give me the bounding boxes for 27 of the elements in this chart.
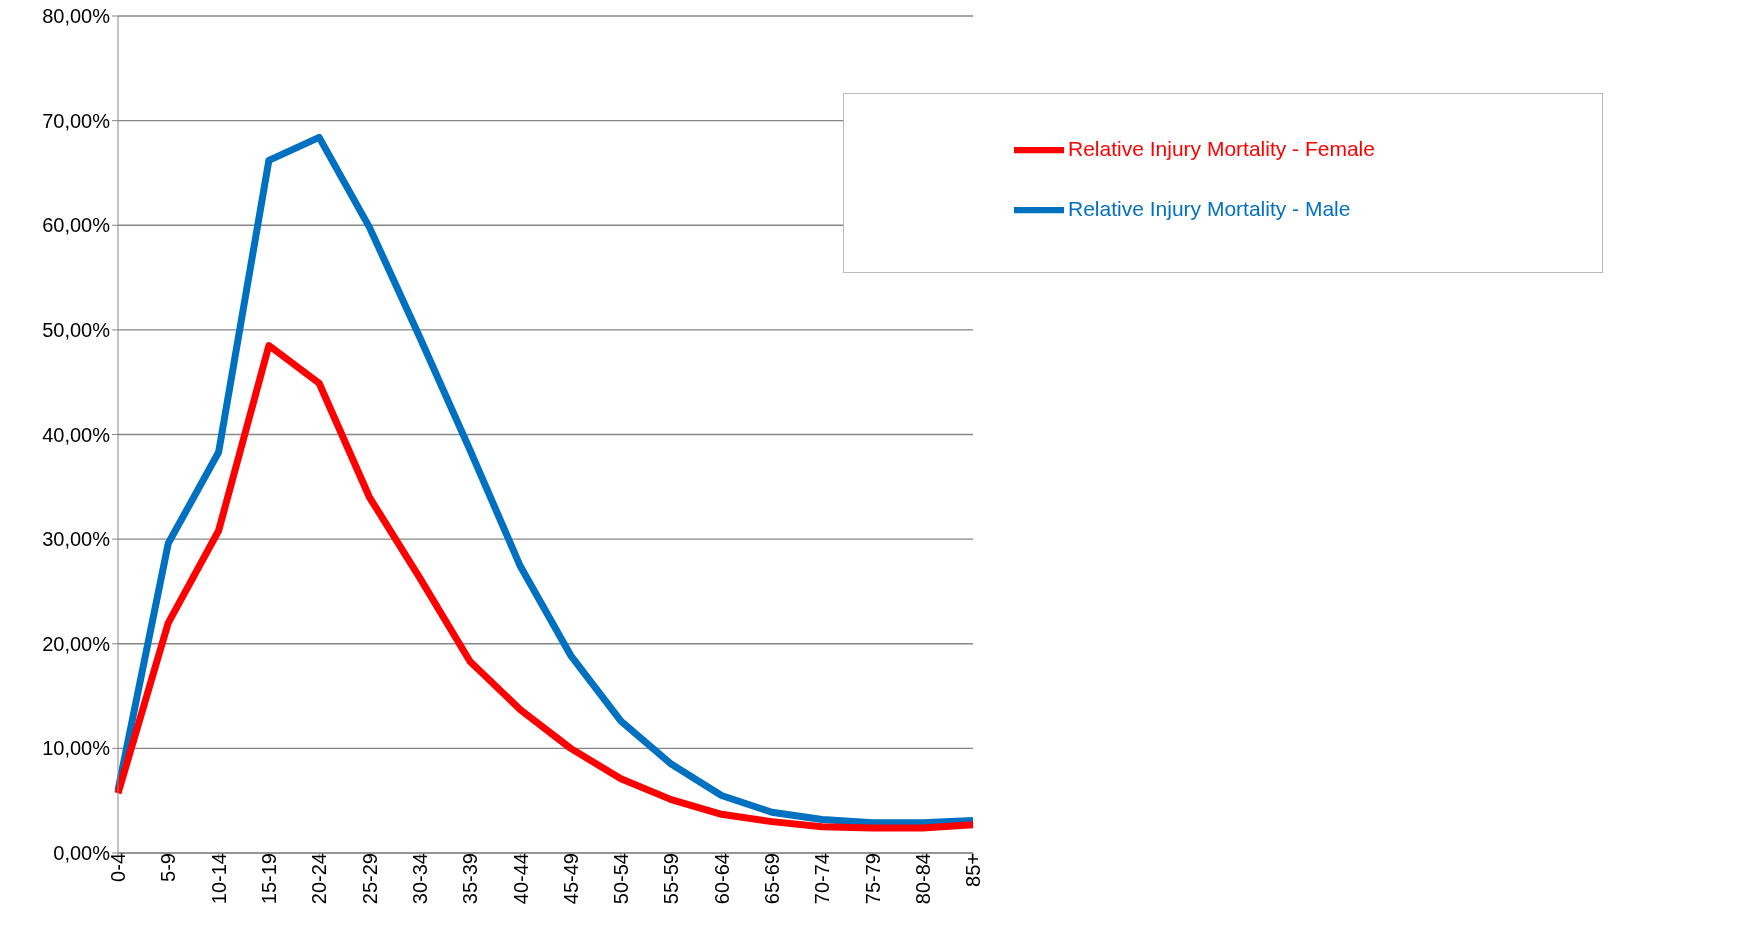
x-tick-label: 65-69 [761,853,784,905]
x-tick-label: 10-14 [207,853,230,905]
x-tick-label: 15-19 [258,853,281,905]
y-tick-label: 80,00% [42,5,111,28]
x-tick-label: 20-24 [308,853,331,905]
x-tick-label: 30-34 [408,853,431,905]
y-tick-label: 10,00% [42,737,111,760]
y-tick-label: 50,00% [42,318,111,341]
x-tick-label: 70-74 [811,853,834,905]
legend-label: Relative Injury Mortality - Male [1068,197,1351,220]
y-tick-label: 40,00% [42,423,111,446]
x-tick-label: 85+ [962,853,985,887]
x-tick-label: 25-29 [358,853,381,905]
y-tick-label: 60,00% [42,214,111,237]
x-tick-label: 60-64 [710,853,733,905]
x-tick-label: 5-9 [157,853,180,882]
y-tick-label: 20,00% [42,632,111,655]
y-tick-label: 30,00% [42,528,111,551]
x-tick-label: 55-59 [660,853,683,905]
x-tick-label: 75-79 [861,853,884,905]
legend-label: Relative Injury Mortality - Female [1068,137,1375,160]
x-tick-label: 50-54 [610,853,633,905]
x-tick-label: 80-84 [911,853,934,905]
x-tick-label: 45-49 [559,853,582,905]
x-tick-label: 35-39 [459,853,482,905]
x-tick-label: 40-44 [509,853,532,905]
y-tick-label: 70,00% [42,109,111,132]
